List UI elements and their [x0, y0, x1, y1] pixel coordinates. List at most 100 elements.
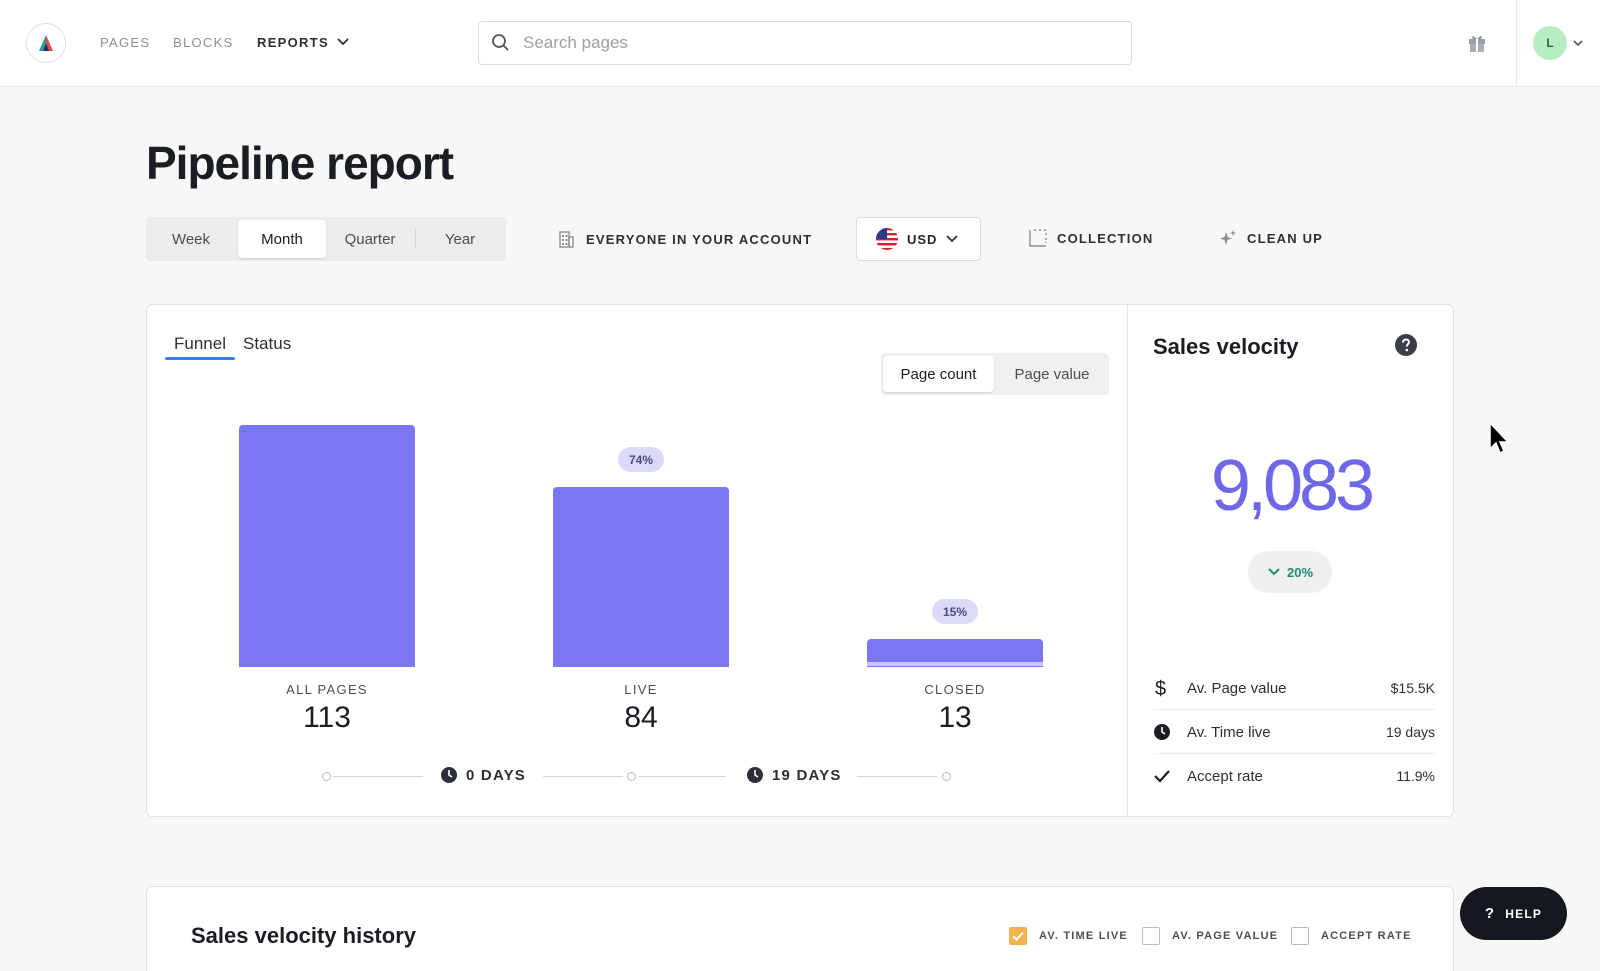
timeline-line: [638, 776, 726, 777]
currency-label: USD: [907, 231, 938, 247]
app-logo[interactable]: [26, 23, 66, 63]
chevron-down-icon: [946, 235, 959, 243]
metric-row-time-live: Av. Time live 19 days: [1153, 710, 1435, 754]
metric-row-page-value: $ Av. Page value $15.5K: [1153, 666, 1435, 710]
timeline-line: [543, 776, 623, 777]
metric-value: 11.9%: [1396, 768, 1435, 784]
clock-icon: [747, 767, 763, 783]
svg-text:$: $: [1155, 678, 1166, 699]
user-avatar[interactable]: L: [1533, 26, 1567, 60]
sparkle-icon: [1220, 230, 1236, 245]
avatar-chevron-down-icon[interactable]: [1572, 39, 1584, 47]
funnel-bar-1[interactable]: [553, 487, 729, 667]
conversion-pill: 74%: [618, 447, 664, 472]
period-year[interactable]: Year: [444, 230, 476, 248]
period-divider: [415, 229, 416, 249]
chevron-down-icon: [1268, 568, 1280, 576]
collection-button[interactable]: COLLECTION: [1028, 228, 1154, 248]
conversion-pill: 15%: [932, 599, 978, 624]
funnel-bar-label: ALL PAGES: [286, 682, 368, 697]
metric-divider: [1153, 709, 1435, 710]
toggle-page-value[interactable]: Page value: [1014, 365, 1090, 383]
page-title: Pipeline report: [146, 137, 454, 189]
sales-velocity-change: 20%: [1286, 564, 1314, 580]
timeline-label-0-days: 0 DAYS: [466, 766, 527, 784]
logo-icon: [39, 35, 53, 51]
question-icon[interactable]: [1394, 333, 1418, 357]
search-box[interactable]: [478, 21, 1132, 65]
tab-active-indicator: [165, 357, 235, 360]
help-button[interactable]: ? HELP: [1460, 887, 1567, 940]
checkbox-av-time-live[interactable]: AV. TIME LIVE: [1009, 927, 1128, 945]
checkbox-av-page-value[interactable]: AV. PAGE VALUE: [1142, 927, 1278, 945]
timeline-stage-one: 0 DAYS: [440, 766, 526, 784]
checkbox-accept-rate[interactable]: ACCEPT RATE: [1291, 927, 1412, 945]
period-week[interactable]: Week: [171, 230, 211, 248]
nav-divider: [1516, 0, 1517, 87]
us-flag-icon: [876, 228, 898, 250]
mouse-cursor-icon: [1489, 421, 1510, 455]
sales-velocity-value: 9,083: [1210, 446, 1375, 526]
collection-label: COLLECTION: [1057, 230, 1154, 246]
checkbox-unchecked[interactable]: [1142, 927, 1160, 945]
funnel-bar-label: LIVE: [624, 682, 658, 697]
timeline-line: [857, 776, 937, 777]
funnel-bar-0[interactable]: [239, 425, 415, 667]
gift-icon[interactable]: [1467, 32, 1487, 54]
history-title: Sales velocity history: [191, 923, 416, 948]
sales-velocity-change-badge: 20%: [1248, 551, 1332, 593]
checkbox-unchecked[interactable]: [1291, 927, 1309, 945]
timeline-dot: [322, 772, 331, 781]
search-input[interactable]: [523, 22, 1113, 64]
timeline-dot: [627, 772, 636, 781]
nav-reports[interactable]: REPORTS: [257, 35, 329, 50]
currency-select[interactable]: USD: [856, 217, 981, 261]
metric-row-accept-rate: Accept rate 11.9%: [1153, 754, 1435, 798]
funnel-bar-value: 113: [303, 701, 351, 734]
metric-value: $15.5K: [1390, 680, 1435, 696]
metric-label: Accept rate: [1187, 767, 1263, 785]
card-divider: [1127, 305, 1128, 816]
nav-pages[interactable]: PAGES: [100, 35, 151, 50]
cleanup-label: CLEAN UP: [1247, 230, 1324, 246]
period-quarter[interactable]: Quarter: [344, 230, 396, 248]
search-icon: [492, 34, 509, 51]
account-filter-button[interactable]: EVERYONE IN YOUR ACCOUNT: [555, 228, 812, 250]
funnel-bar-label: CLOSED: [924, 682, 986, 697]
tab-status[interactable]: Status: [243, 334, 292, 353]
dollar-icon: $: [1153, 677, 1187, 699]
clock-icon: [1153, 723, 1187, 741]
period-selector: Week Month Quarter Year: [146, 217, 506, 261]
checkbox-label: AV. PAGE VALUE: [1172, 930, 1279, 942]
sales-velocity-title: Sales velocity: [1153, 334, 1299, 359]
building-icon: [559, 231, 574, 248]
period-month[interactable]: Month: [238, 220, 326, 258]
funnel-bar-base-stripe: [867, 662, 1043, 666]
funnel-bar-value: 84: [624, 701, 658, 734]
top-navigation: PAGES BLOCKS REPORTS L: [0, 0, 1600, 87]
account-filter-label: EVERYONE IN YOUR ACCOUNT: [586, 231, 813, 247]
question-icon: ?: [1484, 905, 1496, 922]
metric-divider: [1153, 753, 1435, 754]
check-icon: [1153, 769, 1187, 783]
chevron-down-icon[interactable]: [336, 37, 350, 47]
metric-label: Av. Page value: [1187, 679, 1287, 697]
help-label: HELP: [1505, 906, 1543, 921]
nav-blocks[interactable]: BLOCKS: [173, 35, 234, 50]
checkbox-checked[interactable]: [1009, 927, 1027, 945]
timeline-label-19-days: 19 DAYS: [772, 766, 842, 784]
funnel-card: Funnel Status Page count Page value ALL …: [146, 304, 1454, 817]
timeline-stage-two: 19 DAYS: [746, 766, 842, 784]
sales-velocity-history-card: Sales velocity history AV. TIME LIVE AV.…: [146, 886, 1454, 971]
cleanup-button[interactable]: CLEAN UP: [1218, 228, 1323, 248]
metric-label: Av. Time live: [1187, 723, 1271, 741]
checkbox-label: ACCEPT RATE: [1321, 930, 1412, 942]
timeline-line: [333, 776, 423, 777]
checkbox-label: AV. TIME LIVE: [1039, 930, 1128, 942]
metric-value: 19 days: [1385, 724, 1435, 740]
clock-icon: [441, 767, 457, 783]
count-value-toggle: Page count Page value: [881, 353, 1109, 395]
collection-icon: [1029, 229, 1047, 247]
tab-funnel[interactable]: Funnel: [174, 334, 226, 353]
toggle-page-count[interactable]: Page count: [883, 356, 994, 392]
